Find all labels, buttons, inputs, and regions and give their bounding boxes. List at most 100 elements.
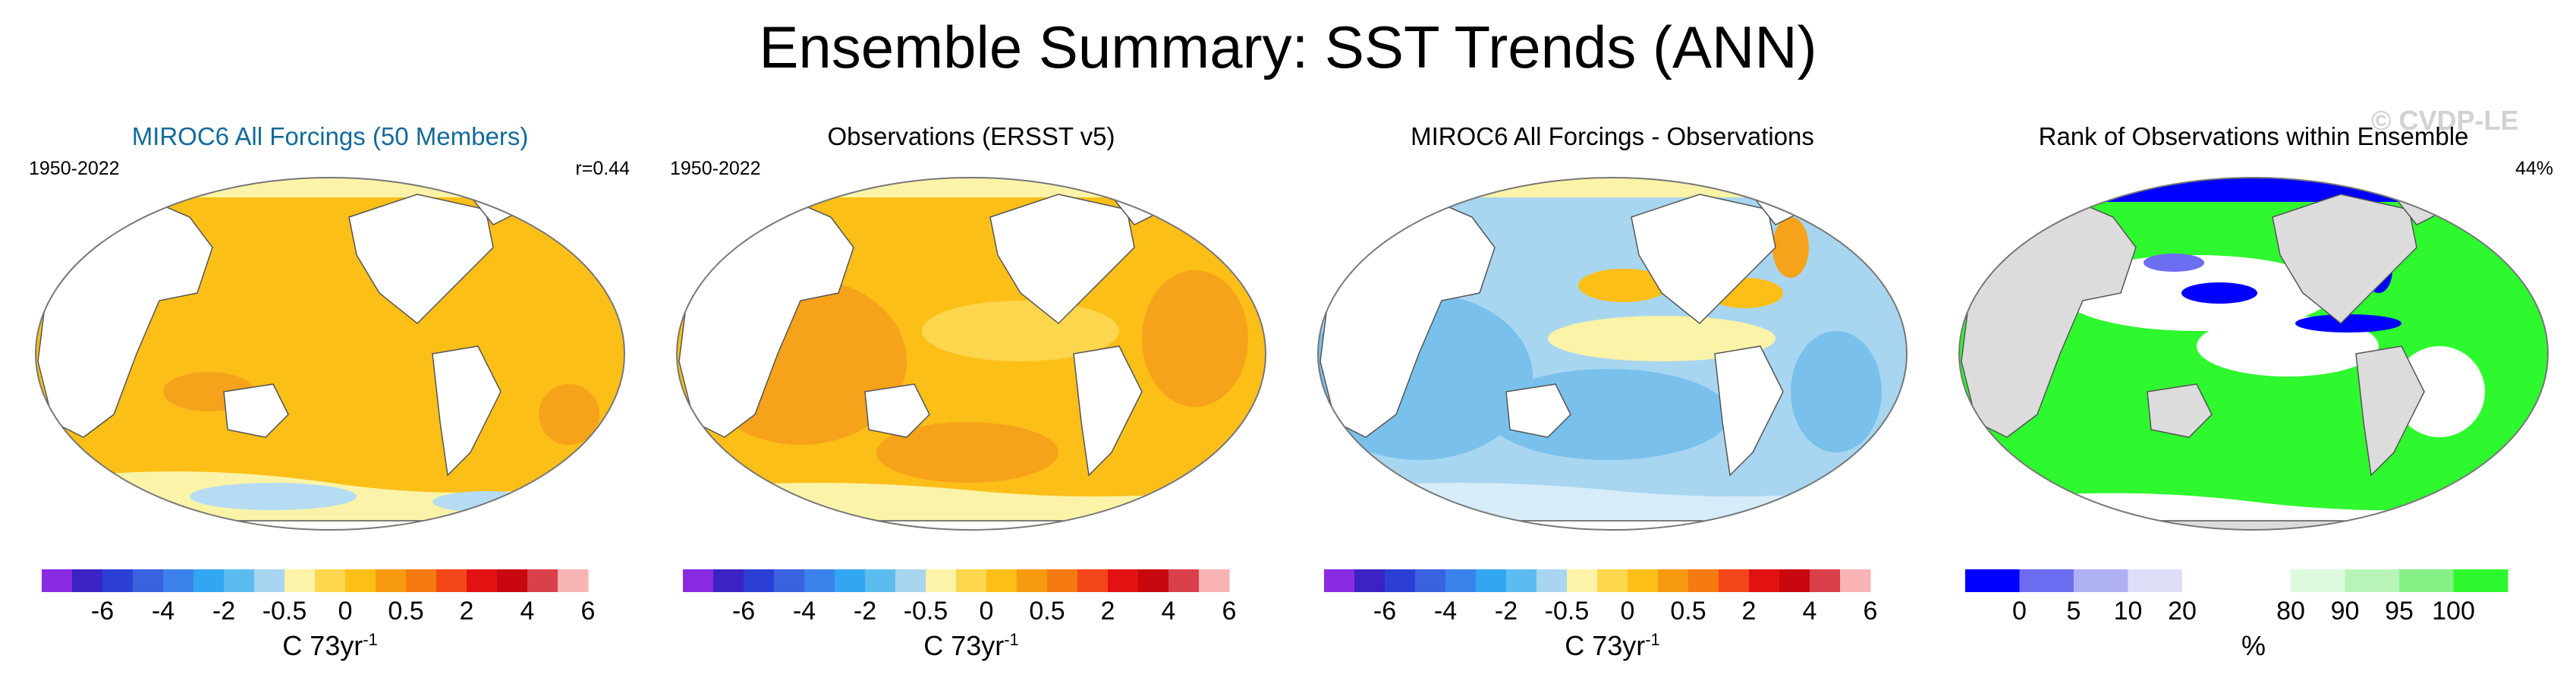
panel-period: 1950-2022 [29, 158, 120, 179]
cool-patch [1791, 331, 1882, 452]
panel-period: 1950-2022 [670, 158, 761, 179]
panel-title: MIROC6 All Forcings - Observations [1411, 122, 1814, 150]
southern-band [1318, 483, 1907, 530]
colorbar-swatch [1567, 569, 1598, 592]
map-observations [676, 177, 1266, 531]
landmass-south-america [1073, 345, 1143, 477]
arctic-band [1318, 178, 1907, 197]
colorbar-swatch [254, 569, 285, 592]
map-rank [1958, 177, 2549, 531]
watermark: © CVDP-LE [2371, 105, 2519, 136]
colorbar-swatch [1597, 569, 1628, 592]
colorbar-swatch [1719, 569, 1750, 592]
colorbar-tick-label: 0 [2012, 597, 2027, 626]
colorbar-tick-label: -4 [1434, 597, 1457, 626]
colorbar-tick-label: 90 [2331, 597, 2360, 626]
colorbar-unit-exponent: -1 [363, 630, 378, 649]
colorbar-unit-text: C 73yr [923, 630, 1005, 661]
colorbar-swatch [744, 569, 775, 592]
colorbar-tick-label: 0.5 [388, 597, 423, 626]
colorbar-tick-label: 80 [2276, 597, 2305, 626]
colorbar-swatch [895, 569, 926, 592]
low-rank-patch [2181, 282, 2257, 304]
landmass-north-america [1631, 194, 1776, 325]
colorbar-swatch [436, 569, 467, 592]
colorbar-unit: C 73yr-1 [664, 630, 1279, 662]
colorbar-swatch [1168, 569, 1200, 592]
colorbar-swatch [2399, 569, 2454, 592]
colorbar-swatch [1840, 569, 1871, 592]
colorbar-swatch [2182, 569, 2237, 592]
colorbar-swatch [1476, 569, 1507, 592]
colorbar-swatch [1658, 569, 1689, 592]
mild-patch [922, 301, 1119, 361]
colorbar-tick-label: 5 [2067, 597, 2081, 626]
landmass-south-america [1714, 345, 1784, 477]
southern-cool-band [677, 483, 1266, 530]
landmass-australia [223, 383, 289, 438]
colorbar-swatch [1779, 569, 1810, 592]
colorbar-swatch [1324, 569, 1355, 592]
colorbar-swatch [163, 569, 194, 592]
panel-model: MIROC6 All Forcings (50 Members) 1950-20… [23, 114, 637, 683]
colorbar-tick-label: 10 [2114, 597, 2143, 626]
colorbar-tick-label: -0.5 [904, 597, 948, 626]
landmass-antarctica [1959, 520, 2548, 530]
colorbar-swatch [102, 569, 134, 592]
colorbar-swatch [774, 569, 805, 592]
panel-difference: MIROC6 All Forcings - Observations [1305, 114, 1920, 683]
map-frame [35, 177, 625, 531]
colorbar-tick-label: 4 [521, 597, 535, 626]
panel-title: Rank of Observations within Ensemble [2038, 122, 2469, 150]
colorbar-swatch [345, 569, 376, 592]
colorbar-swatch [1199, 569, 1230, 592]
colorbar-swatch [713, 569, 744, 592]
colorbar-tick-label: 2 [1742, 597, 1757, 626]
arctic-band [36, 178, 624, 197]
colorbar-unit-text: C 73yr [1565, 630, 1646, 661]
colorbar-tick-label: 0 [980, 597, 994, 626]
cool-patch [432, 491, 539, 512]
mid-rank-patch [2394, 346, 2485, 437]
landmass-antarctica [677, 520, 1266, 530]
colorbar-tick-label: 6 [581, 597, 596, 626]
colorbar-swatch [2345, 569, 2400, 592]
landmass-antarctica [36, 520, 624, 530]
landmass-north-america [348, 194, 494, 325]
colorbar-swatch [835, 569, 866, 592]
colorbar-tick-label: 0.5 [1670, 597, 1706, 626]
colorbar-swatch [926, 569, 957, 592]
colorbar-swatch [1965, 569, 2020, 592]
landmass-north-america [989, 194, 1135, 325]
low-rank-patch [2295, 314, 2401, 332]
colorbar-tick-label: -6 [732, 597, 755, 626]
colorbar-swatch [1354, 569, 1386, 592]
warm-patch [1142, 270, 1248, 407]
colorbar-swatch [956, 569, 987, 592]
colorbar-swatch [2019, 569, 2074, 592]
colorbar-tick-label: 4 [1803, 597, 1817, 626]
map-frame [1317, 177, 1908, 531]
colorbar-swatch [527, 569, 558, 592]
colorbar-swatch [2128, 569, 2183, 592]
arctic-band [2060, 178, 2424, 202]
colorbar-tick-label: 100 [2432, 597, 2475, 626]
colorbar-tick-label: -2 [1495, 597, 1518, 626]
colorbar-tick-label: 0 [1621, 597, 1635, 626]
warm-patch [1578, 269, 1669, 302]
colorbar-tick-label: 20 [2168, 597, 2197, 626]
colorbar-swatch [986, 569, 1018, 592]
colorbar-tick-label: -2 [212, 597, 235, 626]
colorbar-swatch [1108, 569, 1139, 592]
low-rank-patch [2144, 254, 2204, 272]
colorbar-rank: 0 5 10 20 80 90 95 100 [1965, 569, 2508, 626]
colorbar-tick-label: 0.5 [1029, 597, 1065, 626]
colorbar-swatch [2291, 569, 2345, 592]
colorbar-unit: C 73yr-1 [23, 630, 637, 662]
colorbar-unit: % [2241, 630, 2266, 661]
landmass-australia [1505, 383, 1571, 438]
colorbar-trend: -6 -4 -2 -0.5 0 0.5 2 4 6 [42, 569, 596, 626]
landmass-antarctica [1318, 520, 1907, 530]
arctic-band [677, 178, 1266, 197]
colorbar-swatch [193, 569, 225, 592]
